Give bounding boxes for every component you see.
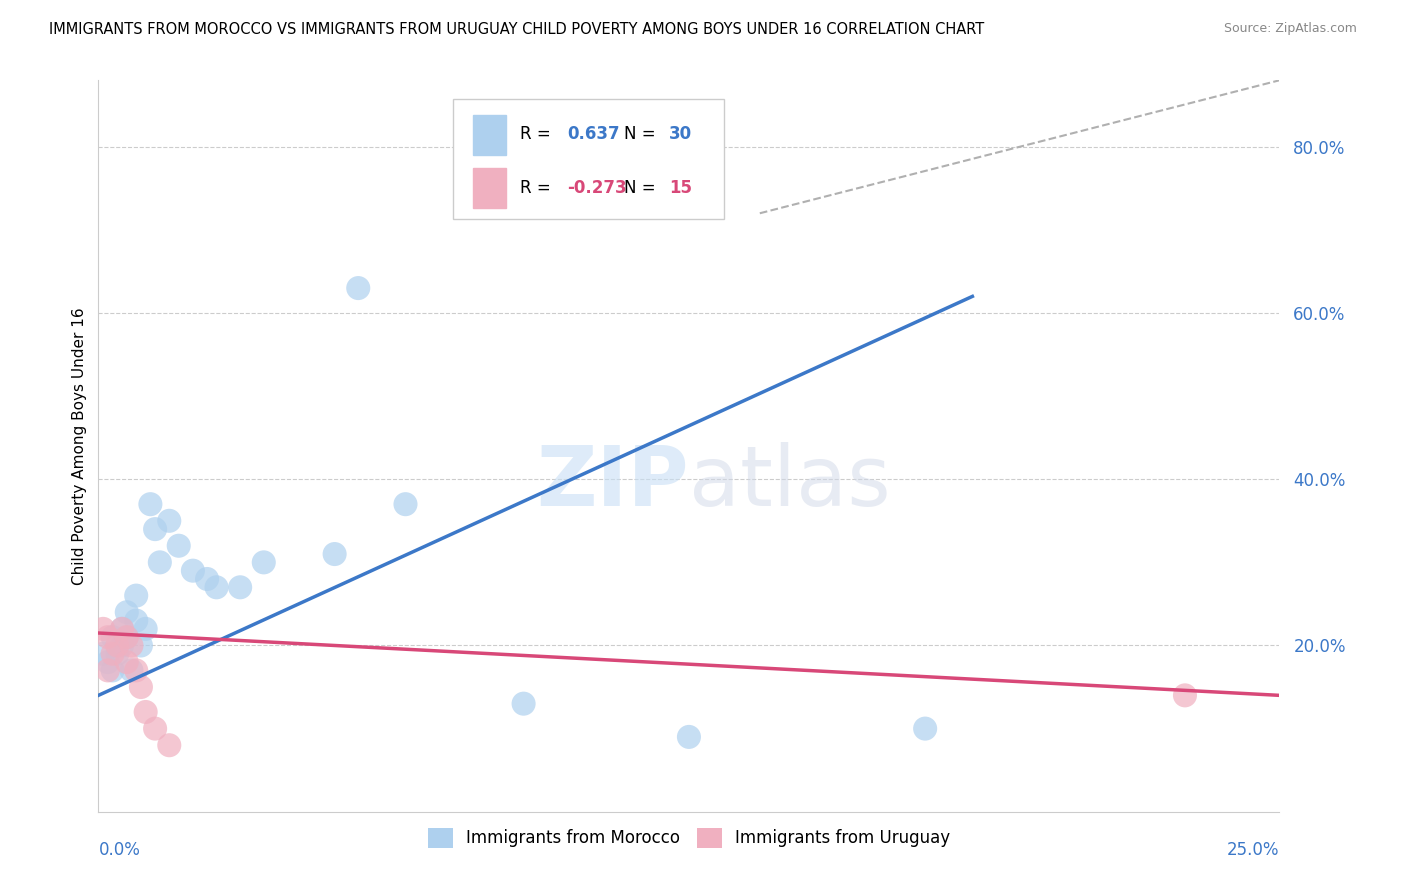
Point <box>167 539 190 553</box>
Point <box>111 622 134 636</box>
Point <box>115 630 138 644</box>
Point <box>121 639 143 653</box>
Point <box>125 589 148 603</box>
Point <box>143 722 166 736</box>
Point <box>105 647 128 661</box>
Point <box>323 547 346 561</box>
Point <box>111 622 134 636</box>
Point <box>135 705 157 719</box>
Point <box>229 580 252 594</box>
Point <box>97 630 120 644</box>
Point <box>125 614 148 628</box>
Point <box>115 630 138 644</box>
Point <box>129 680 152 694</box>
Text: IMMIGRANTS FROM MOROCCO VS IMMIGRANTS FROM URUGUAY CHILD POVERTY AMONG BOYS UNDE: IMMIGRANTS FROM MOROCCO VS IMMIGRANTS FR… <box>49 22 984 37</box>
Text: R =: R = <box>520 126 555 144</box>
Text: 0.637: 0.637 <box>567 126 620 144</box>
FancyBboxPatch shape <box>472 168 506 209</box>
FancyBboxPatch shape <box>472 115 506 155</box>
Text: 15: 15 <box>669 178 692 197</box>
Point <box>105 639 128 653</box>
Point <box>181 564 204 578</box>
Text: 30: 30 <box>669 126 692 144</box>
Point <box>129 639 152 653</box>
Text: atlas: atlas <box>689 442 890 523</box>
Point <box>91 622 114 636</box>
Point <box>125 664 148 678</box>
Point <box>115 605 138 619</box>
Point <box>101 630 124 644</box>
Point <box>149 555 172 569</box>
Point <box>91 647 114 661</box>
Point <box>914 722 936 736</box>
Text: 0.0%: 0.0% <box>98 841 141 859</box>
Point <box>678 730 700 744</box>
Point <box>135 622 157 636</box>
Text: -0.273: -0.273 <box>567 178 627 197</box>
Point <box>205 580 228 594</box>
Point <box>97 655 120 669</box>
Point <box>139 497 162 511</box>
Point <box>394 497 416 511</box>
Point <box>115 655 138 669</box>
Text: ZIP: ZIP <box>537 442 689 523</box>
Text: 25.0%: 25.0% <box>1227 841 1279 859</box>
Point <box>143 522 166 536</box>
Point <box>195 572 218 586</box>
Point <box>157 514 180 528</box>
Y-axis label: Child Poverty Among Boys Under 16: Child Poverty Among Boys Under 16 <box>72 307 87 585</box>
FancyBboxPatch shape <box>453 99 724 219</box>
Point <box>1174 689 1197 703</box>
Text: R =: R = <box>520 178 555 197</box>
Point <box>121 664 143 678</box>
Point <box>97 664 120 678</box>
Point <box>111 639 134 653</box>
Point <box>512 697 534 711</box>
Point <box>253 555 276 569</box>
Text: N =: N = <box>624 178 661 197</box>
Text: N =: N = <box>624 126 661 144</box>
Point <box>157 738 180 752</box>
Point <box>101 647 124 661</box>
Point <box>347 281 370 295</box>
Point <box>101 664 124 678</box>
Legend: Immigrants from Morocco, Immigrants from Uruguay: Immigrants from Morocco, Immigrants from… <box>420 821 957 855</box>
Text: Source: ZipAtlas.com: Source: ZipAtlas.com <box>1223 22 1357 36</box>
